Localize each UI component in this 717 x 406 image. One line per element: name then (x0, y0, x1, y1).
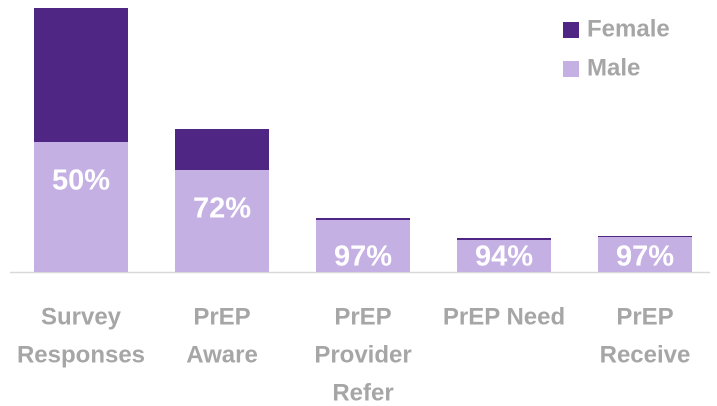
bar-segment (34, 8, 128, 142)
bar-segment (598, 236, 692, 237)
x-tick-label: Provider (314, 341, 411, 368)
legend-label: Male (587, 54, 640, 81)
bar-segment (457, 240, 551, 272)
x-tick-label: PrEP (616, 303, 673, 330)
bar-segment (175, 129, 269, 170)
legend-label: Female (587, 15, 670, 42)
x-tick-label: Responses (17, 341, 145, 368)
bar-label: 72% (193, 193, 251, 225)
bar-segment (316, 218, 410, 220)
bar-segment (457, 238, 551, 240)
x-tick-label: Survey (41, 303, 122, 330)
bar-label: 94% (475, 241, 533, 273)
bar-segment (34, 142, 128, 272)
x-tick-label: PrEP Need (443, 303, 565, 330)
x-tick-label: Receive (600, 341, 691, 368)
bar-label: 50% (52, 165, 110, 197)
legend-swatch (563, 61, 579, 77)
bar-label: 97% (616, 241, 674, 273)
bar-segment (175, 170, 269, 272)
x-tick-label: Refer (332, 379, 393, 406)
bar-segment (316, 220, 410, 272)
x-tick-label: PrEP (193, 303, 250, 330)
bar-label: 97% (334, 241, 392, 273)
legend-swatch (563, 22, 579, 38)
x-tick-label: PrEP (334, 303, 391, 330)
x-tick-label: Aware (186, 341, 258, 368)
bar-segment (598, 237, 692, 272)
